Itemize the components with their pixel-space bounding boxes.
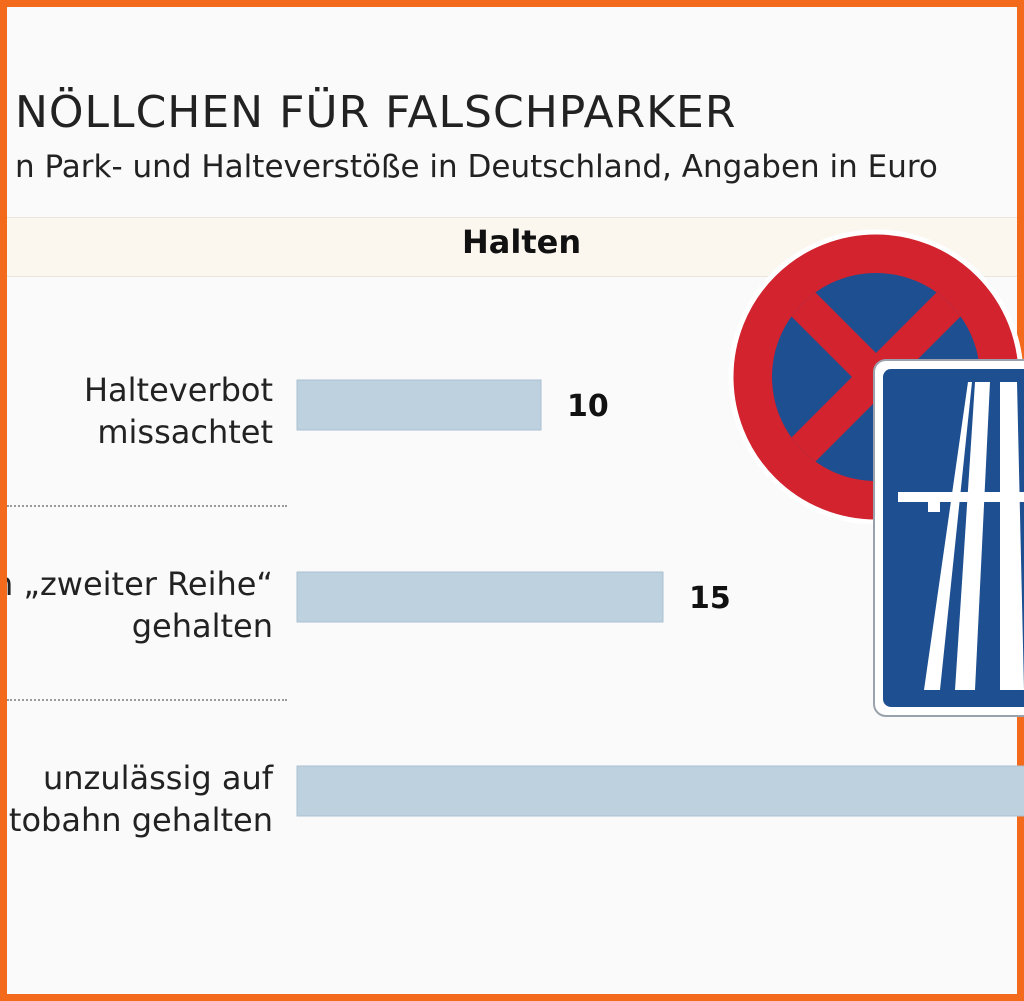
chart-title: NÖLLCHEN FÜR FALSCHPARKER <box>15 87 737 138</box>
bar-halteverbot <box>296 379 542 431</box>
category-label-zweite-reihe: in „zweiter Reihe“ gehalten <box>7 565 273 645</box>
bar-zweite-reihe <box>296 571 664 623</box>
row-separator <box>7 505 287 507</box>
chart-subtitle: n Park- und Halteverstöße in Deutschland… <box>15 149 938 185</box>
section-label: Halten <box>462 223 582 261</box>
category-label-halteverbot: Halteverbot missachtet <box>83 371 273 451</box>
row-separator <box>7 699 287 701</box>
value-label: 10 <box>567 389 609 424</box>
bar-autobahn <box>296 765 1024 817</box>
autobahn-sign-icon <box>873 359 1024 717</box>
value-label: 15 <box>689 581 731 616</box>
category-label-autobahn: unzulässig auf utobahn gehalten <box>0 759 273 839</box>
